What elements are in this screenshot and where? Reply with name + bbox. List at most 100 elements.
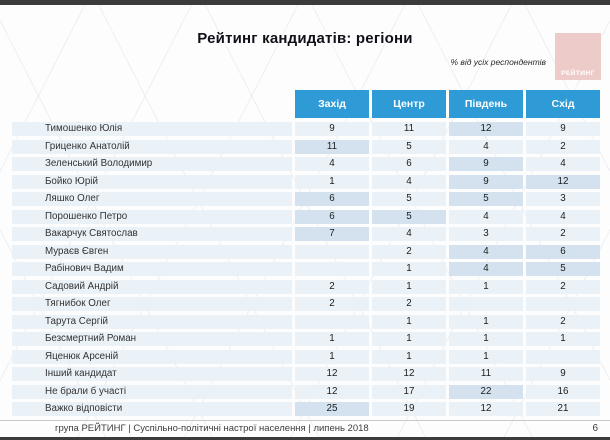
table-row: Бойко Юрій 1 4 9 12 <box>12 174 600 189</box>
value-cell: 1 <box>372 349 446 364</box>
value-cell: 1 <box>449 332 523 346</box>
value-cell-highlighted: 6 <box>295 209 369 224</box>
value-cell: 2 <box>526 279 600 294</box>
table-row: Яценюк Арсеній 1 1 1 <box>12 349 600 364</box>
value-cell-highlighted: 9 <box>449 157 523 171</box>
value-cell: 5 <box>372 139 446 154</box>
value-cell: 12 <box>295 384 369 399</box>
value-cell: 2 <box>295 297 369 311</box>
value-cell: 4 <box>295 157 369 171</box>
value-cell: 19 <box>372 402 446 416</box>
value-cell: 9 <box>526 122 600 136</box>
value-cell: 16 <box>526 384 600 399</box>
header-spacer <box>12 90 292 118</box>
rating-group-logo: РЕЙТИНГ <box>555 33 601 80</box>
column-header-south: Південь <box>449 90 523 118</box>
value-cell: 2 <box>526 139 600 154</box>
value-cell: 12 <box>295 367 369 381</box>
candidate-name: Не брали б участі <box>12 384 292 399</box>
value-cell: 2 <box>372 297 446 311</box>
candidate-name: Тягнибок Олег <box>12 297 292 311</box>
candidate-name: Вакарчук Святослав <box>12 227 292 241</box>
column-header-center: Центр <box>372 90 446 118</box>
value-cell: 4 <box>449 209 523 224</box>
value-cell: 1 <box>526 332 600 346</box>
value-cell: 21 <box>526 402 600 416</box>
value-cell: 4 <box>449 139 523 154</box>
top-accent-bar <box>0 0 610 5</box>
page-number: 6 <box>592 423 598 434</box>
value-cell: 1 <box>372 279 446 294</box>
value-cell: 11 <box>449 367 523 381</box>
candidate-name: Ляшко Олег <box>12 192 292 206</box>
respondents-note: % від усіх респондентів <box>450 57 546 67</box>
candidate-name: Мураєв Євген <box>12 244 292 259</box>
value-cell-highlighted: 5 <box>526 262 600 276</box>
value-cell: 6 <box>372 157 446 171</box>
table-body: Тимошенко Юлія 9 11 12 9 Гриценко Анатолій 11 5… <box>12 122 600 416</box>
value-cell-highlighted: 25 <box>295 402 369 416</box>
value-cell: 9 <box>526 367 600 381</box>
column-header-east: Схід <box>526 90 600 118</box>
table-row: Тарута Сергій 1 1 2 <box>12 314 600 329</box>
table-row: Тягнибок Олег 2 2 <box>12 297 600 311</box>
candidate-name: Важко відповісти <box>12 402 292 416</box>
candidate-name: Порошенко Петро <box>12 209 292 224</box>
page-title: Рейтинг кандидатів: регіони <box>197 30 413 47</box>
table-row: Інший кандидат 12 12 11 9 <box>12 367 600 381</box>
candidate-name: Гриценко Анатолій <box>12 139 292 154</box>
value-cell: 1 <box>372 262 446 276</box>
value-cell: 4 <box>526 209 600 224</box>
value-cell: 4 <box>526 157 600 171</box>
value-cell <box>526 349 600 364</box>
candidate-name: Тимошенко Юлія <box>12 122 292 136</box>
value-cell-highlighted: 5 <box>449 192 523 206</box>
value-cell-highlighted: 6 <box>526 244 600 259</box>
table-header-row: Захід Центр Південь Схід <box>12 90 600 118</box>
value-cell-highlighted: 4 <box>449 262 523 276</box>
table-row: Безсмертний Роман 1 1 1 1 <box>12 332 600 346</box>
table-row: Не брали б участі 12 17 22 16 <box>12 384 600 399</box>
value-cell: 2 <box>526 227 600 241</box>
value-cell: 3 <box>526 192 600 206</box>
value-cell: 1 <box>372 314 446 329</box>
value-cell: 12 <box>449 402 523 416</box>
table-row: Мураєв Євген 2 4 6 <box>12 244 600 259</box>
table-row: Зеленський Володимир 4 6 9 4 <box>12 157 600 171</box>
value-cell <box>295 262 369 276</box>
value-cell-highlighted: 7 <box>295 227 369 241</box>
value-cell: 1 <box>372 332 446 346</box>
bottom-accent-bar <box>0 437 610 440</box>
candidate-name: Яценюк Арсеній <box>12 349 292 364</box>
column-header-west: Захід <box>295 90 369 118</box>
table-row: Важко відповісти 25 19 12 21 <box>12 402 600 416</box>
value-cell: 4 <box>372 227 446 241</box>
value-cell: 1 <box>295 332 369 346</box>
value-cell-highlighted: 9 <box>449 174 523 189</box>
value-cell: 1 <box>449 314 523 329</box>
value-cell: 2 <box>295 279 369 294</box>
value-cell-highlighted: 6 <box>295 192 369 206</box>
value-cell: 9 <box>295 122 369 136</box>
candidate-name: Інший кандидат <box>12 367 292 381</box>
table-row: Рабінович Вадим 1 4 5 <box>12 262 600 276</box>
value-cell: 17 <box>372 384 446 399</box>
value-cell: 2 <box>526 314 600 329</box>
ratings-table: Захід Центр Південь Схід Тимошенко Юлія 9… <box>12 90 600 420</box>
table-row: Гриценко Анатолій 11 5 4 2 <box>12 139 600 154</box>
footer-divider <box>0 420 610 421</box>
table-row: Порошенко Петро 6 5 4 4 <box>12 209 600 224</box>
candidate-name: Безсмертний Роман <box>12 332 292 346</box>
value-cell <box>526 297 600 311</box>
candidate-name: Бойко Юрій <box>12 174 292 189</box>
value-cell: 11 <box>372 122 446 136</box>
value-cell <box>449 297 523 311</box>
value-cell: 5 <box>372 192 446 206</box>
table-row: Ляшко Олег 6 5 5 3 <box>12 192 600 206</box>
candidate-name: Зеленський Володимир <box>12 157 292 171</box>
logo-text: РЕЙТИНГ <box>561 70 595 77</box>
value-cell <box>295 314 369 329</box>
candidate-name: Рабінович Вадим <box>12 262 292 276</box>
candidate-name: Садовий Андрій <box>12 279 292 294</box>
